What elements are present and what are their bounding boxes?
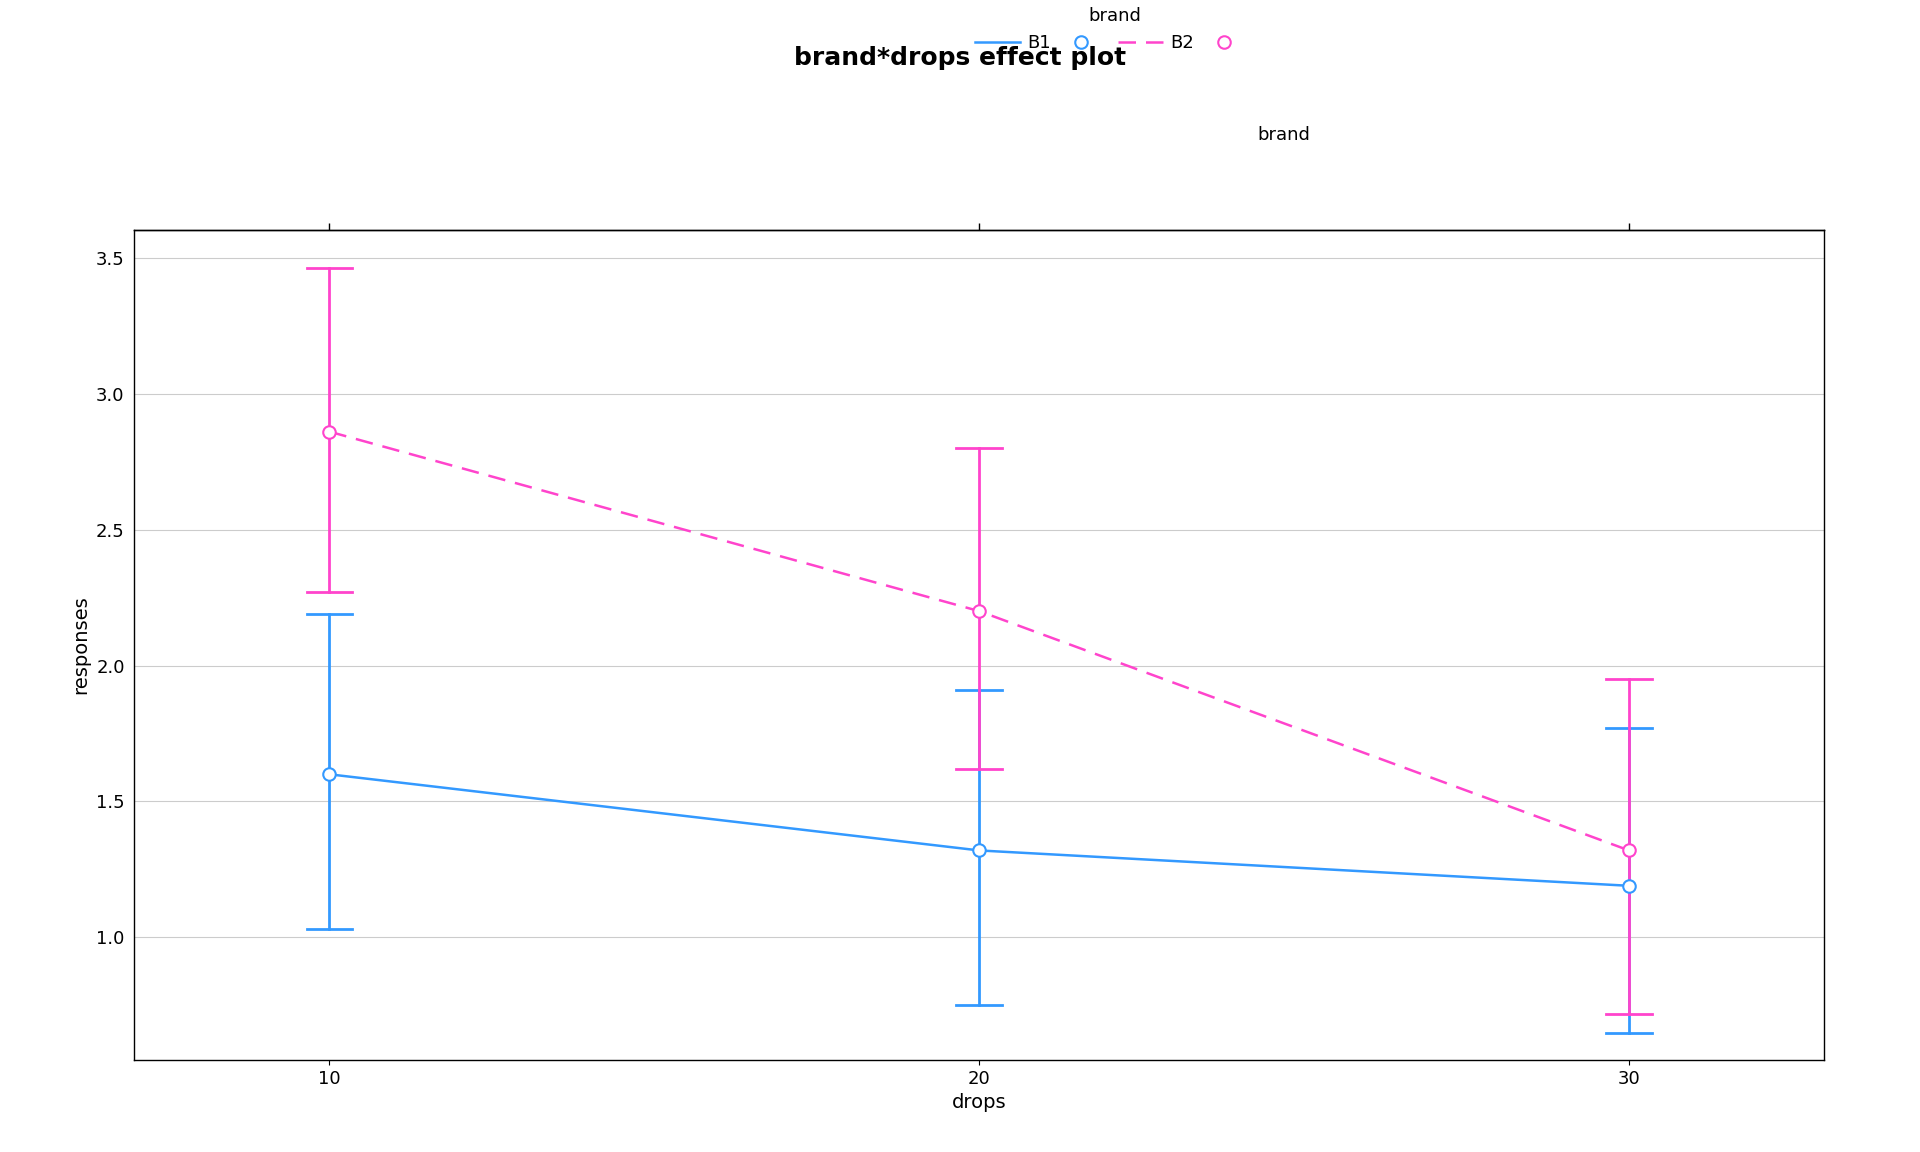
- Text: brand*drops effect plot: brand*drops effect plot: [795, 46, 1125, 70]
- X-axis label: drops: drops: [952, 1093, 1006, 1112]
- Y-axis label: responses: responses: [71, 596, 90, 695]
- Legend: B1, , B2, : B1, , B2,: [975, 7, 1254, 52]
- Text: brand: brand: [1258, 126, 1311, 144]
